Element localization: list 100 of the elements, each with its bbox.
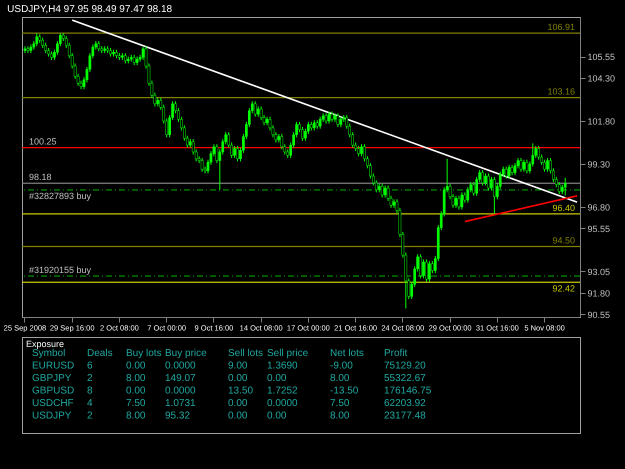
- y-tick-label: 93.05: [588, 266, 610, 277]
- text: 8.00: [330, 410, 350, 422]
- text: 8.00: [126, 410, 146, 422]
- text: 0.00: [228, 398, 248, 410]
- text: 7.50: [126, 398, 146, 410]
- text: Deals: [87, 348, 113, 360]
- candlestick: [330, 111, 334, 122]
- candlestick: [357, 145, 360, 157]
- candlestick: [487, 172, 490, 192]
- text: 2: [87, 410, 93, 422]
- candlestick: [318, 116, 322, 130]
- text: 0.0000: [165, 360, 196, 372]
- ref-line-label: 106.91: [548, 22, 576, 32]
- text: 9.00: [228, 360, 248, 372]
- text: 0.00: [267, 373, 287, 384]
- text: Sell price: [267, 348, 309, 360]
- candlestick: [340, 116, 342, 128]
- candlestick: [510, 164, 514, 176]
- text: 95.32: [165, 410, 190, 422]
- ref-line-label: 103.16: [548, 86, 576, 97]
- candlestick: [312, 120, 316, 131]
- candlestick: [236, 145, 239, 162]
- text: 1.0731: [165, 398, 196, 410]
- text: 149.07: [165, 373, 196, 384]
- text: 13.50: [228, 386, 254, 397]
- candlestick: [481, 170, 484, 186]
- ref-line-label: 98.18: [28, 172, 52, 182]
- text: 0.00: [126, 386, 146, 397]
- candlestick: [458, 195, 460, 210]
- candlestick: [484, 172, 487, 186]
- text: 23177.48: [384, 410, 426, 422]
- text: 176146.75: [384, 386, 432, 397]
- candlestick: [564, 177, 567, 196]
- text: 8.00: [330, 373, 350, 384]
- ref-line-label: 94.50: [552, 236, 576, 246]
- text: 62203.92: [384, 398, 426, 410]
- text: 1.3690: [267, 360, 298, 372]
- text: Buy price: [165, 348, 208, 360]
- text: GBPJPY: [32, 373, 72, 384]
- candlestick: [454, 195, 458, 208]
- text: EURUSD: [32, 360, 74, 372]
- y-tick-label: 105.55: [588, 52, 616, 62]
- text: 8.00: [126, 373, 146, 384]
- ref-line-label: 96.40: [552, 202, 576, 213]
- text: Profit: [384, 348, 408, 360]
- candlestick: [256, 106, 260, 118]
- text: 7.50: [330, 398, 350, 410]
- candlestick: [35, 32, 38, 47]
- candlestick: [233, 145, 236, 158]
- candlestick: [472, 182, 476, 196]
- text: 4: [87, 398, 93, 410]
- y-tick-label: 104.30: [588, 74, 616, 84]
- text: 0.0000: [165, 386, 196, 397]
- y-tick-label: 95.55: [588, 224, 610, 234]
- candlestick: [254, 100, 257, 118]
- text: 55322.67: [384, 373, 426, 384]
- text: Exposure: [26, 339, 64, 349]
- text: GBPUSD: [32, 386, 74, 397]
- candlestick: [384, 184, 386, 198]
- candlestick: [360, 144, 363, 157]
- y-tick-label: 90.55: [588, 310, 610, 320]
- candlestick: [419, 254, 422, 279]
- y-tick-label: 91.80: [588, 288, 610, 298]
- text: -9.00: [330, 360, 354, 372]
- text: Net lots: [330, 348, 364, 360]
- text: 0.00: [228, 373, 248, 384]
- text: 0.00: [228, 410, 248, 422]
- candlestick: [460, 192, 464, 210]
- candlestick: [522, 159, 526, 172]
- text: USDJPY: [32, 410, 72, 422]
- text: 8: [87, 386, 93, 397]
- text: Buy lots: [126, 348, 162, 360]
- text: Sell lots: [228, 348, 264, 360]
- text: 0.00: [267, 410, 287, 422]
- candlestick: [508, 164, 510, 180]
- candlestick: [328, 111, 330, 124]
- candlestick: [324, 112, 328, 124]
- candlestick: [422, 258, 425, 279]
- ref-line-label: #32827893 buy: [28, 190, 92, 201]
- candlestick: [425, 258, 428, 282]
- text: 0.00: [126, 360, 146, 372]
- text: -13.50: [330, 386, 359, 397]
- candlestick: [493, 176, 496, 214]
- candlestick: [520, 157, 522, 172]
- text: 75129.20: [384, 360, 426, 372]
- y-tick-label: 99.30: [588, 159, 610, 170]
- y-tick-label: 101.80: [588, 116, 616, 127]
- candlestick: [428, 260, 431, 282]
- ref-line-label: 100.25: [28, 136, 56, 147]
- y-tick-label: 96.80: [588, 202, 610, 212]
- chart-title: USDJPY,H4 97.95 98.49 97.47 98.18: [7, 4, 173, 15]
- candlestick: [504, 166, 508, 180]
- text: 1.7252: [267, 386, 298, 397]
- text: Symbol: [32, 348, 66, 360]
- candlestick: [336, 112, 340, 128]
- candlestick: [546, 157, 549, 172]
- text: 6: [87, 360, 93, 372]
- candlestick: [464, 192, 466, 204]
- ref-line-label: #31920155 buy: [28, 265, 92, 276]
- ref-line-label: 92.42: [552, 283, 576, 294]
